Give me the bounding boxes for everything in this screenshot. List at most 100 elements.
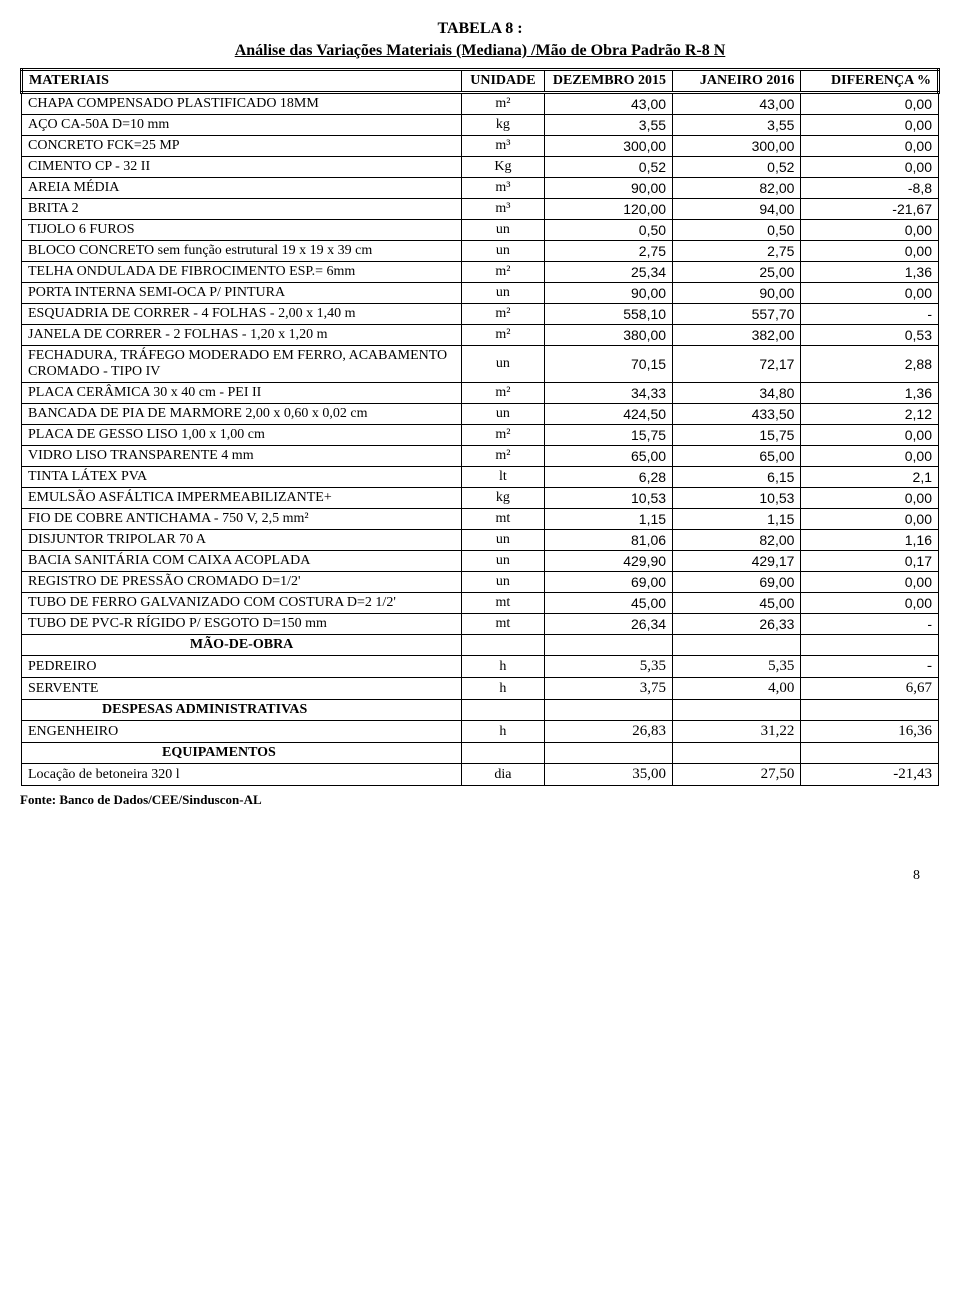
cell-jan: 72,17 <box>673 346 801 383</box>
cell-dez: 26,34 <box>544 614 672 635</box>
cell-unit: h <box>462 678 545 700</box>
section-mao-de-obra: MÃO-DE-OBRA <box>22 635 939 656</box>
cell-dez: 3,75 <box>544 678 672 700</box>
cell-dez: 43,00 <box>544 93 672 115</box>
table-row: PLACA DE GESSO LISO 1,00 x 1,00 cmm²15,7… <box>22 425 939 446</box>
cell-material: TELHA ONDULADA DE FIBROCIMENTO ESP.= 6mm <box>22 262 462 283</box>
materials-table: MATERIAIS UNIDADE DEZEMBRO 2015 JANEIRO … <box>20 68 940 786</box>
cell-dez: 10,53 <box>544 488 672 509</box>
cell-jan: 382,00 <box>673 325 801 346</box>
footer-source: Fonte: Banco de Dados/CEE/Sinduscon-AL <box>20 792 940 808</box>
cell-unit: m³ <box>462 199 545 220</box>
cell-material: BACIA SANITÁRIA COM CAIXA ACOPLADA <box>22 551 462 572</box>
cell-dif: 0,53 <box>801 325 939 346</box>
cell-jan: 0,52 <box>673 157 801 178</box>
cell-dif: 0,00 <box>801 446 939 467</box>
cell-dez: 90,00 <box>544 178 672 199</box>
cell-material: TIJOLO 6 FUROS <box>22 220 462 241</box>
header-materiais: MATERIAIS <box>22 70 462 93</box>
cell-unit: dia <box>462 764 545 786</box>
cell-material: JANELA DE CORRER - 2 FOLHAS - 1,20 x 1,2… <box>22 325 462 346</box>
cell-dif: 0,00 <box>801 136 939 157</box>
page-number: 8 <box>20 868 940 884</box>
cell-jan: 5,35 <box>673 656 801 678</box>
cell-dez: 65,00 <box>544 446 672 467</box>
table-row: PLACA CERÂMICA 30 x 40 cm - PEI IIm²34,3… <box>22 383 939 404</box>
cell-material: DISJUNTOR TRIPOLAR 70 A <box>22 530 462 551</box>
cell-dez: 69,00 <box>544 572 672 593</box>
cell-unit: h <box>462 656 545 678</box>
header-dezembro: DEZEMBRO 2015 <box>544 70 672 93</box>
cell-dez: 300,00 <box>544 136 672 157</box>
cell-dif: 0,00 <box>801 509 939 530</box>
cell-material: FECHADURA, TRÁFEGO MODERADO EM FERRO, AC… <box>22 346 462 383</box>
cell-dif: - <box>801 304 939 325</box>
cell-dez: 120,00 <box>544 199 672 220</box>
cell-unit: m² <box>462 383 545 404</box>
cell-material: ESQUADRIA DE CORRER - 4 FOLHAS - 2,00 x … <box>22 304 462 325</box>
cell-dez: 26,83 <box>544 721 672 743</box>
cell-jan: 429,17 <box>673 551 801 572</box>
cell-unit: m² <box>462 262 545 283</box>
cell-dif: -21,67 <box>801 199 939 220</box>
cell-dif: 1,36 <box>801 383 939 404</box>
table-row: REGISTRO DE PRESSÃO CROMADO D=1/2'un69,0… <box>22 572 939 593</box>
cell-dif: 0,00 <box>801 220 939 241</box>
cell-dez: 70,15 <box>544 346 672 383</box>
cell-unit: mt <box>462 509 545 530</box>
row-engenheiro: ENGENHEIRO h 26,83 31,22 16,36 <box>22 721 939 743</box>
cell-material: BANCADA DE PIA DE MARMORE 2,00 x 0,60 x … <box>22 404 462 425</box>
cell-unit: un <box>462 346 545 383</box>
section-label: DESPESAS ADMINISTRATIVAS <box>22 700 462 721</box>
cell-material: PLACA CERÂMICA 30 x 40 cm - PEI II <box>22 383 462 404</box>
cell-dez: 558,10 <box>544 304 672 325</box>
cell-dif: 0,00 <box>801 93 939 115</box>
table-row: BACIA SANITÁRIA COM CAIXA ACOPLADAun429,… <box>22 551 939 572</box>
table-row: EMULSÃO ASFÁLTICA IMPERMEABILIZANTE+kg10… <box>22 488 939 509</box>
cell-jan: 433,50 <box>673 404 801 425</box>
cell-jan: 25,00 <box>673 262 801 283</box>
header-diferenca: DIFERENÇA % <box>801 70 939 93</box>
cell-material: CIMENTO CP - 32 II <box>22 157 462 178</box>
table-row: TELHA ONDULADA DE FIBROCIMENTO ESP.= 6mm… <box>22 262 939 283</box>
cell-dif: 1,36 <box>801 262 939 283</box>
cell-dif: -8,8 <box>801 178 939 199</box>
cell-jan: 65,00 <box>673 446 801 467</box>
section-despesas: DESPESAS ADMINISTRATIVAS <box>22 700 939 721</box>
cell-dif: 16,36 <box>801 721 939 743</box>
cell-material: ENGENHEIRO <box>22 721 462 743</box>
cell-dif: 0,00 <box>801 115 939 136</box>
cell-unit: kg <box>462 115 545 136</box>
cell-material: FIO DE COBRE ANTICHAMA - 750 V, 2,5 mm² <box>22 509 462 530</box>
cell-material: SERVENTE <box>22 678 462 700</box>
table-row: AÇO CA-50A D=10 mmkg3,553,550,00 <box>22 115 939 136</box>
cell-material: TUBO DE FERRO GALVANIZADO COM COSTURA D=… <box>22 593 462 614</box>
cell-dif: 2,12 <box>801 404 939 425</box>
table-row: CHAPA COMPENSADO PLASTIFICADO 18MMm²43,0… <box>22 93 939 115</box>
cell-dez: 429,90 <box>544 551 672 572</box>
cell-dez: 81,06 <box>544 530 672 551</box>
cell-unit: m² <box>462 304 545 325</box>
cell-unit: lt <box>462 467 545 488</box>
cell-dif: 0,00 <box>801 241 939 262</box>
cell-dif: 0,00 <box>801 283 939 304</box>
cell-unit: un <box>462 530 545 551</box>
cell-dez: 424,50 <box>544 404 672 425</box>
table-row: FIO DE COBRE ANTICHAMA - 750 V, 2,5 mm²m… <box>22 509 939 530</box>
cell-unit: m² <box>462 425 545 446</box>
section-label: MÃO-DE-OBRA <box>22 635 462 656</box>
cell-dez: 6,28 <box>544 467 672 488</box>
cell-dif: 0,17 <box>801 551 939 572</box>
cell-material: AREIA MÉDIA <box>22 178 462 199</box>
cell-jan: 6,15 <box>673 467 801 488</box>
header-janeiro: JANEIRO 2016 <box>673 70 801 93</box>
cell-unit: un <box>462 404 545 425</box>
cell-unit: m² <box>462 446 545 467</box>
cell-dez: 90,00 <box>544 283 672 304</box>
cell-jan: 43,00 <box>673 93 801 115</box>
cell-unit: Kg <box>462 157 545 178</box>
cell-dez: 1,15 <box>544 509 672 530</box>
cell-unit: mt <box>462 593 545 614</box>
cell-material: PORTA INTERNA SEMI-OCA P/ PINTURA <box>22 283 462 304</box>
cell-jan: 82,00 <box>673 178 801 199</box>
